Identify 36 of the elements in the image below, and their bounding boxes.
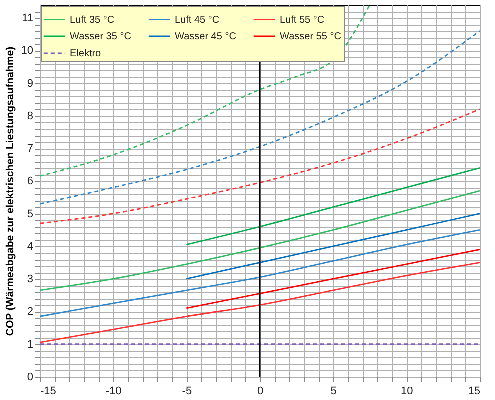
line-series <box>186 213 480 280</box>
line-series <box>186 249 480 310</box>
x-tick-label: 15 <box>468 386 480 398</box>
y-tick-label: 5 <box>27 208 34 220</box>
line-series <box>40 262 480 344</box>
y-tick-label: 8 <box>27 110 34 122</box>
y-tick-label: 9 <box>27 78 34 90</box>
x-tick-label: -10 <box>106 386 122 398</box>
legend-label: Luft 55 °C <box>280 14 325 26</box>
legend-label: Elektro <box>70 48 102 60</box>
y-tick-label: 11 <box>22 12 34 25</box>
legend-label: Luft 45 °C <box>175 14 220 26</box>
legend-label: Luft 35 °C <box>70 14 115 26</box>
y-tick-label: 10 <box>21 45 34 58</box>
y-tick-label: 2 <box>27 306 34 318</box>
legend-label: Wasser 35 °C <box>70 32 132 42</box>
y-tick-label: 1 <box>27 338 34 351</box>
line-series <box>40 5 371 178</box>
line-series <box>40 190 480 292</box>
x-tick-label: -15 <box>40 386 56 398</box>
y-tick-label: 4 <box>27 240 34 253</box>
line-series <box>40 30 480 205</box>
legend-label: Wasser 45 °C <box>175 32 236 42</box>
y-tick-label: 6 <box>27 176 34 188</box>
y-tick-label: 0 <box>27 372 34 384</box>
line-series <box>40 108 480 224</box>
x-tick-label: 10 <box>401 386 414 398</box>
y-tick-label: 3 <box>27 274 34 286</box>
y-tick-label: 7 <box>27 143 34 156</box>
y-axis-title: COP (Wärmeabgabe zur elektrischen Liestungsaufnahme) <box>4 46 16 336</box>
x-tick-label: 5 <box>330 386 337 398</box>
x-tick-label: 0 <box>257 386 264 398</box>
x-tick-label: -5 <box>182 386 192 398</box>
line-series <box>186 167 480 246</box>
legend-label: Wasser 55 °C <box>280 32 342 42</box>
line-series <box>40 229 480 318</box>
